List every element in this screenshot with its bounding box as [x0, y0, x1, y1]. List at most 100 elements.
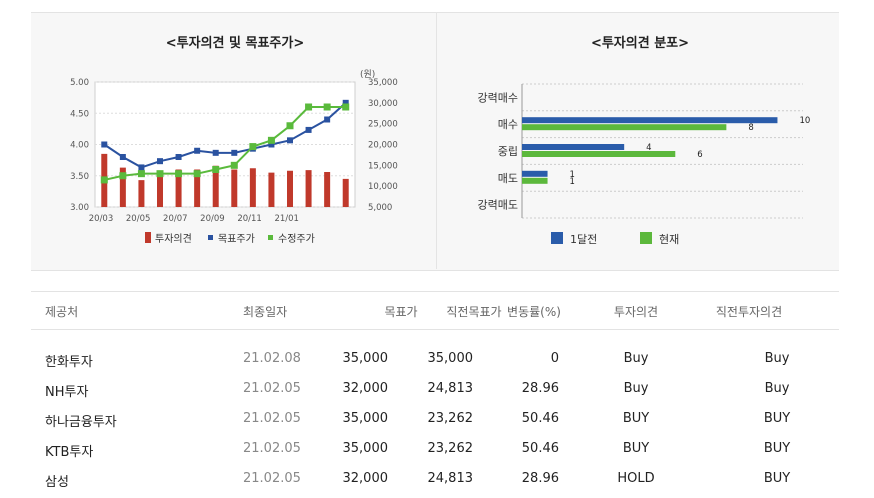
opinion-bar — [305, 170, 312, 207]
x-tick-label: 20/11 — [237, 214, 262, 224]
y-right-tick-label: 35,000 — [368, 78, 398, 88]
legend-target-price-swatch — [208, 235, 213, 240]
target-price-point — [231, 149, 238, 156]
column-header[interactable]: 최종일자 — [243, 305, 288, 319]
table-row: KTB투자 21.02.05 35,000 23,262 50.46 BUY BUY — [31, 434, 839, 464]
table-cell: 21.02.08 — [243, 351, 301, 366]
target-price-point — [342, 99, 349, 106]
bar-value-label: 1 — [570, 170, 575, 180]
opinion-bar — [138, 180, 145, 207]
table-cell: 35,000 — [342, 441, 389, 456]
table-cell: Buy — [623, 381, 649, 396]
y-left-tick-label: 4.50 — [70, 109, 89, 119]
adjusted-price-point — [249, 143, 257, 151]
opinion-bar — [268, 172, 275, 207]
adjusted-price-point — [267, 136, 275, 144]
x-tick-label: 21/01 — [274, 214, 299, 224]
panel-divider — [436, 12, 437, 269]
table-cell: 삼성 — [45, 475, 69, 490]
table-row: 하나금융투자 21.02.05 35,000 23,262 50.46 BUY BUY — [31, 404, 839, 434]
adjusted-price-point — [175, 170, 183, 178]
x-tick-label: 20/03 — [89, 214, 114, 224]
column-header[interactable]: 직전투자의견 — [715, 305, 783, 319]
table-row: 삼성 21.02.05 32,000 24,813 28.96 HOLD BUY — [31, 464, 839, 494]
adjusted-price-point — [305, 103, 313, 111]
table-cell: 한화투자 — [45, 355, 93, 370]
table-cell: 21.02.05 — [243, 471, 301, 486]
table-cell: 24,813 — [427, 471, 474, 486]
column-header[interactable]: 변동률(%) — [507, 305, 561, 319]
y-left-tick-label: 4.00 — [70, 141, 89, 151]
legend-swatch-1 — [640, 232, 652, 244]
x-tick-label: 20/07 — [163, 214, 188, 224]
target-price-point — [305, 126, 312, 133]
table-cell: 35,000 — [342, 411, 389, 426]
table-cell: 28.96 — [521, 381, 559, 396]
column-header[interactable]: 제공처 — [45, 305, 79, 319]
target-price-point — [119, 154, 126, 160]
table-cell: 0 — [550, 351, 559, 366]
adjusted-price-point — [342, 103, 350, 111]
bar-current — [522, 151, 676, 157]
table-row: NH투자 21.02.05 32,000 24,813 28.96 Buy Buy — [31, 374, 839, 404]
target-price-point — [138, 164, 145, 171]
table-cell: 32,000 — [342, 381, 389, 396]
table-cell: 50.46 — [521, 411, 559, 426]
table-cell: 28.96 — [521, 471, 559, 486]
table-cell: NH투자 — [45, 385, 89, 400]
adjusted-price-point — [119, 172, 127, 180]
bar-month-ago — [522, 144, 625, 150]
table-cell: BUY — [763, 441, 791, 456]
x-tick-label: 20/09 — [200, 214, 225, 224]
target-price-point — [287, 137, 293, 144]
opinion-bar — [342, 178, 349, 207]
column-header[interactable]: 투자의견 — [613, 305, 659, 319]
table-cell: HOLD — [617, 471, 655, 486]
column-header[interactable]: 목표가 — [384, 305, 418, 319]
target-price-point — [175, 154, 182, 160]
opinion-bar — [157, 172, 163, 207]
table-cell: 21.02.05 — [243, 441, 301, 456]
table-cell: 하나금융투자 — [45, 415, 117, 430]
target-price-point — [101, 141, 108, 148]
table-body: 한화투자 21.02.08 35,000 35,000 0 Buy Buy NH투자 21.02… — [31, 330, 839, 494]
y-right-tick-label: 25,000 — [368, 120, 398, 130]
opinion-target-price-chart: 3.00 3.50 4.00 4.50 5.00 5,000 10,000 15,000 20,… — [70, 69, 398, 245]
table-cell: BUY — [763, 411, 791, 426]
adjusted-price-point — [100, 176, 108, 184]
category-label: 강력매도 — [478, 199, 518, 212]
legend-adjusted-price-label: 수정주가 — [278, 233, 315, 245]
opinion-bar — [324, 172, 331, 207]
adjusted-price-point — [230, 161, 238, 169]
y-right-tick-label: 30,000 — [368, 99, 398, 109]
table-cell: BUY — [622, 411, 650, 426]
table-row: 한화투자 21.02.08 35,000 35,000 0 Buy Buy — [31, 344, 839, 374]
adjusted-price-point — [156, 170, 164, 178]
table-cell: Buy — [623, 351, 649, 366]
y-left-tick-label: 3.00 — [70, 203, 89, 213]
table-cell: 32,000 — [342, 471, 389, 486]
table-cell: 21.02.05 — [243, 381, 301, 396]
bar-value-label: 1 — [570, 177, 575, 187]
bar-month-ago — [522, 170, 548, 177]
category-label: 매도 — [498, 172, 518, 185]
opinion-bar — [212, 165, 219, 207]
target-price-line — [103, 102, 347, 169]
y-right-tick-label: 15,000 — [368, 161, 398, 171]
column-header[interactable]: 직전목표가 — [446, 305, 502, 319]
opinion-bar — [119, 167, 126, 207]
target-price-point — [268, 141, 275, 148]
legend-label-1: 현재 — [659, 233, 679, 246]
legend-target-price-label: 목표주가 — [218, 233, 255, 245]
target-price-point — [194, 147, 201, 154]
target-price-point — [324, 116, 331, 123]
opinion-bar — [249, 168, 256, 207]
target-price-point — [212, 149, 219, 156]
analyst-table: 제공처 최종일자 목표가 직전목표가 변동률(%) 투자의견 직전투자의견 한화투자 21.0… — [31, 291, 839, 494]
target-price-point — [157, 158, 163, 165]
bar-value-label: 6 — [697, 150, 702, 160]
bar-current — [522, 124, 727, 131]
x-tick-label: 20/05 — [126, 214, 151, 224]
adjusted-price-point — [137, 170, 145, 178]
opinion-bar — [287, 170, 293, 207]
